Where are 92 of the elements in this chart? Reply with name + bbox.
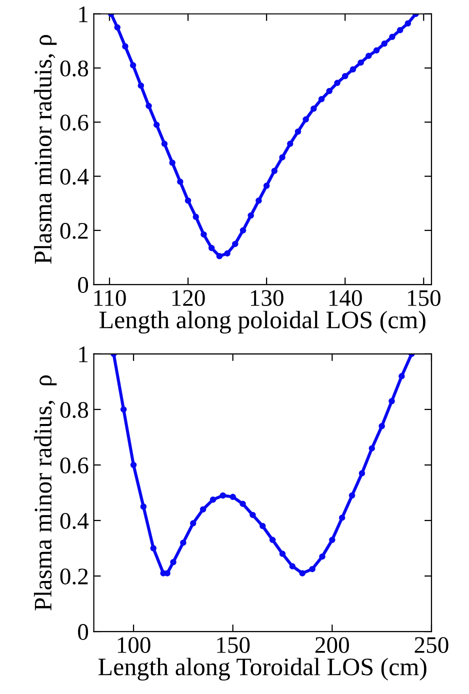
point bbox=[208, 244, 215, 252]
point bbox=[342, 73, 348, 80]
point bbox=[192, 214, 200, 220]
point bbox=[248, 212, 254, 219]
y-tick-label: 1 bbox=[79, 6, 88, 22]
point bbox=[334, 80, 340, 86]
point bbox=[130, 62, 136, 68]
x-tick-label: 250 bbox=[414, 637, 448, 654]
point bbox=[250, 512, 256, 518]
line-series bbox=[110, 354, 415, 576]
point bbox=[216, 252, 223, 260]
point bbox=[200, 506, 206, 513]
point bbox=[232, 240, 238, 248]
point bbox=[190, 520, 196, 526]
point bbox=[138, 82, 144, 89]
point bbox=[140, 503, 147, 510]
y-tick-label: 1 bbox=[79, 346, 88, 362]
point bbox=[150, 545, 157, 552]
x-tick-label: 150 bbox=[408, 290, 440, 306]
x-tick-label: 120 bbox=[172, 290, 205, 306]
point bbox=[294, 128, 302, 135]
point bbox=[154, 122, 160, 128]
point bbox=[389, 34, 396, 40]
point bbox=[350, 66, 356, 72]
point bbox=[224, 250, 230, 257]
point bbox=[269, 536, 276, 544]
point bbox=[263, 182, 270, 189]
point bbox=[381, 40, 388, 47]
point bbox=[398, 373, 405, 380]
point bbox=[161, 140, 168, 147]
y-tick-label: 0 bbox=[78, 277, 88, 293]
x-tick-label: 110 bbox=[94, 290, 126, 306]
y-tick-label: 0.4 bbox=[60, 168, 89, 185]
point bbox=[302, 116, 309, 123]
y-tick-label: 0.2 bbox=[60, 222, 88, 239]
x-tick-label: 100 bbox=[118, 637, 150, 654]
point bbox=[220, 492, 226, 499]
point bbox=[309, 566, 316, 572]
point bbox=[130, 462, 137, 468]
point bbox=[210, 496, 216, 503]
point bbox=[240, 500, 246, 507]
point bbox=[200, 231, 207, 238]
point bbox=[230, 494, 236, 500]
point bbox=[177, 178, 184, 185]
point bbox=[338, 514, 346, 521]
point bbox=[368, 445, 376, 452]
point bbox=[279, 550, 286, 557]
y-axis-title: Plasma minor raduis, ρ bbox=[34, 34, 57, 264]
x-tick-label: 200 bbox=[315, 637, 349, 654]
y-tick-label: 0.4 bbox=[60, 512, 89, 530]
point bbox=[373, 47, 380, 54]
point bbox=[240, 227, 246, 234]
y-tick-label: 0.6 bbox=[60, 114, 88, 131]
point bbox=[358, 59, 364, 66]
x-axis-title: Length along Toroidal LOS (cm) bbox=[98, 658, 426, 681]
x-tick-label: 130 bbox=[250, 290, 284, 306]
x-axis-title: Length along poloidal LOS (cm) bbox=[100, 310, 426, 334]
point bbox=[299, 570, 306, 576]
point bbox=[404, 20, 412, 26]
point bbox=[396, 26, 404, 34]
point bbox=[146, 102, 152, 110]
point bbox=[287, 140, 294, 147]
point bbox=[378, 422, 385, 430]
y-tick-label: 0.6 bbox=[60, 457, 88, 474]
point bbox=[122, 43, 128, 50]
point bbox=[318, 96, 325, 102]
point bbox=[310, 105, 317, 112]
x-tick-label: 150 bbox=[217, 637, 250, 654]
y-tick-label: 0.2 bbox=[60, 568, 88, 585]
point bbox=[279, 154, 286, 160]
point bbox=[180, 540, 186, 546]
point bbox=[388, 398, 395, 404]
point bbox=[260, 522, 266, 530]
y-tick-label: 0.8 bbox=[60, 402, 88, 418]
point bbox=[170, 559, 176, 566]
point bbox=[184, 198, 192, 204]
point bbox=[120, 406, 127, 413]
point bbox=[114, 24, 120, 31]
x-tick-label: 140 bbox=[329, 290, 362, 306]
point bbox=[289, 563, 296, 570]
y-axis-title: Plasma minor radius, ρ bbox=[34, 375, 57, 610]
point bbox=[366, 52, 372, 59]
point bbox=[348, 492, 356, 499]
point bbox=[271, 168, 278, 174]
point bbox=[319, 553, 326, 560]
point bbox=[169, 160, 176, 166]
point bbox=[326, 88, 333, 94]
point bbox=[329, 536, 336, 544]
y-tick-label: 0.8 bbox=[60, 60, 88, 77]
point bbox=[358, 470, 366, 476]
y-tick-label: 0 bbox=[78, 624, 88, 640]
point bbox=[256, 198, 262, 204]
